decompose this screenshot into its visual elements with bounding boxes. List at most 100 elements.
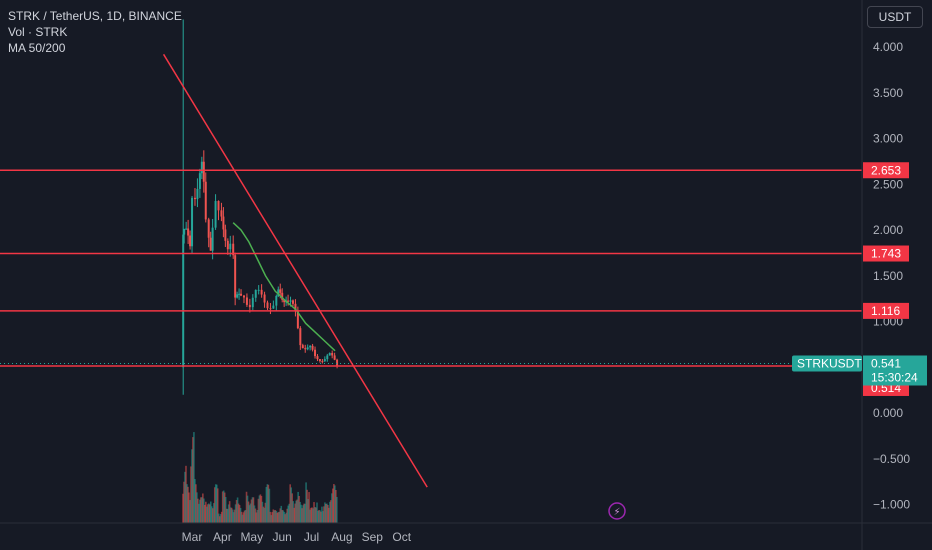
volume-bar: [279, 508, 282, 523]
y-tick-label: 3.000: [873, 132, 903, 146]
candle-body: [263, 294, 266, 303]
volume-bar: [205, 501, 207, 523]
volume-bar: [298, 495, 300, 523]
volume-bar: [313, 502, 315, 523]
volume-bar: [199, 499, 201, 523]
volume-bar: [191, 449, 193, 523]
volume-bar: [253, 505, 256, 523]
countdown-label: 15:30:24: [871, 370, 918, 384]
candle-body: [289, 300, 292, 302]
candle-body: [321, 361, 324, 363]
last-price-tag: [863, 355, 927, 386]
volume-bar: [322, 511, 324, 523]
volume-bar: [305, 482, 307, 523]
candle-body: [224, 229, 227, 241]
candle-body: [182, 234, 185, 368]
volume-bar: [266, 484, 269, 523]
candle-body: [304, 348, 307, 350]
volume-bar: [281, 510, 284, 523]
trendline[interactable]: [162, 53, 428, 488]
candle-body: [323, 359, 326, 362]
candle-body: [234, 255, 237, 298]
moving-average: [232, 222, 336, 352]
volume-bar: [303, 503, 305, 523]
volume-bar: [182, 493, 184, 523]
candle-body: [299, 328, 302, 346]
x-tick-label: May: [240, 530, 263, 544]
volume-bar: [232, 512, 235, 523]
volume-bar: [270, 515, 273, 523]
candle-body: [226, 240, 229, 250]
level-price-tag: [863, 245, 909, 262]
volume-bar: [290, 487, 292, 523]
volume-bar: [210, 506, 213, 523]
volume-bar: [221, 491, 224, 523]
volume-bar: [188, 492, 190, 523]
volume-bar: [264, 502, 267, 523]
candle-body: [211, 227, 214, 251]
volume-bar: [334, 485, 336, 523]
candle-body: [333, 355, 336, 360]
volume-bar: [214, 484, 217, 523]
volume-bar: [261, 501, 264, 523]
volume-bar: [331, 493, 333, 523]
volume-bar: [212, 503, 215, 523]
volume-bar: [240, 511, 243, 523]
volume-bar: [329, 501, 331, 523]
volume-bar: [278, 511, 281, 523]
candle-body: [326, 355, 329, 360]
volume-bar: [217, 513, 220, 523]
volume-bar: [219, 514, 222, 523]
volume-bar: [335, 489, 337, 523]
symbol-tag: [792, 355, 862, 372]
candle-body: [301, 345, 304, 349]
volume-bar: [314, 507, 316, 523]
volume-bar: [265, 486, 268, 523]
volume-bar: [252, 497, 255, 523]
x-tick-label: Jun: [272, 530, 291, 544]
volume-bar: [307, 499, 309, 523]
volume-bar: [333, 484, 335, 523]
volume-bar: [283, 511, 286, 523]
candle-body: [277, 289, 280, 296]
volume-bar: [330, 500, 332, 523]
level-price-label: 1.116: [871, 304, 900, 318]
candle-body: [266, 302, 269, 309]
volume-bar: [189, 500, 191, 523]
currency-button[interactable]: USDT: [867, 6, 923, 28]
level-price-tag: [863, 162, 909, 179]
volume-bar: [311, 507, 313, 523]
last-price-label: 0.541: [871, 356, 901, 370]
volume-bar: [200, 497, 202, 523]
volume-bar: [302, 505, 304, 523]
ma-indicator-label[interactable]: MA 50/200: [8, 41, 66, 55]
volume-bar: [255, 512, 258, 523]
volume-bar: [306, 489, 308, 523]
candle-body: [294, 303, 297, 312]
volume-indicator-label[interactable]: Vol · STRK: [8, 25, 68, 39]
volume-bar: [250, 499, 253, 523]
volume-bar: [299, 501, 301, 523]
volume-bar: [209, 501, 212, 523]
horizontal-levels[interactable]: [0, 169, 862, 367]
volume-bar: [284, 514, 287, 523]
x-tick-label: Jul: [304, 530, 319, 544]
volume-bar: [267, 484, 270, 523]
candle-body: [311, 345, 314, 350]
volume-bar: [211, 508, 214, 523]
lightning-icon: [608, 502, 626, 520]
candle-body: [257, 289, 260, 291]
volume-bar: [289, 484, 291, 523]
candle-body: [245, 297, 248, 305]
volume-bar: [320, 511, 322, 523]
volume-bar: [215, 484, 218, 523]
symbol-title[interactable]: STRK / TetherUS, 1D, BINANCE: [8, 9, 182, 23]
candle-body: [306, 347, 309, 350]
volume-bar: [286, 508, 289, 523]
volume-bar: [268, 488, 271, 523]
volume-bar: [291, 493, 293, 523]
volume-bar: [238, 505, 241, 523]
